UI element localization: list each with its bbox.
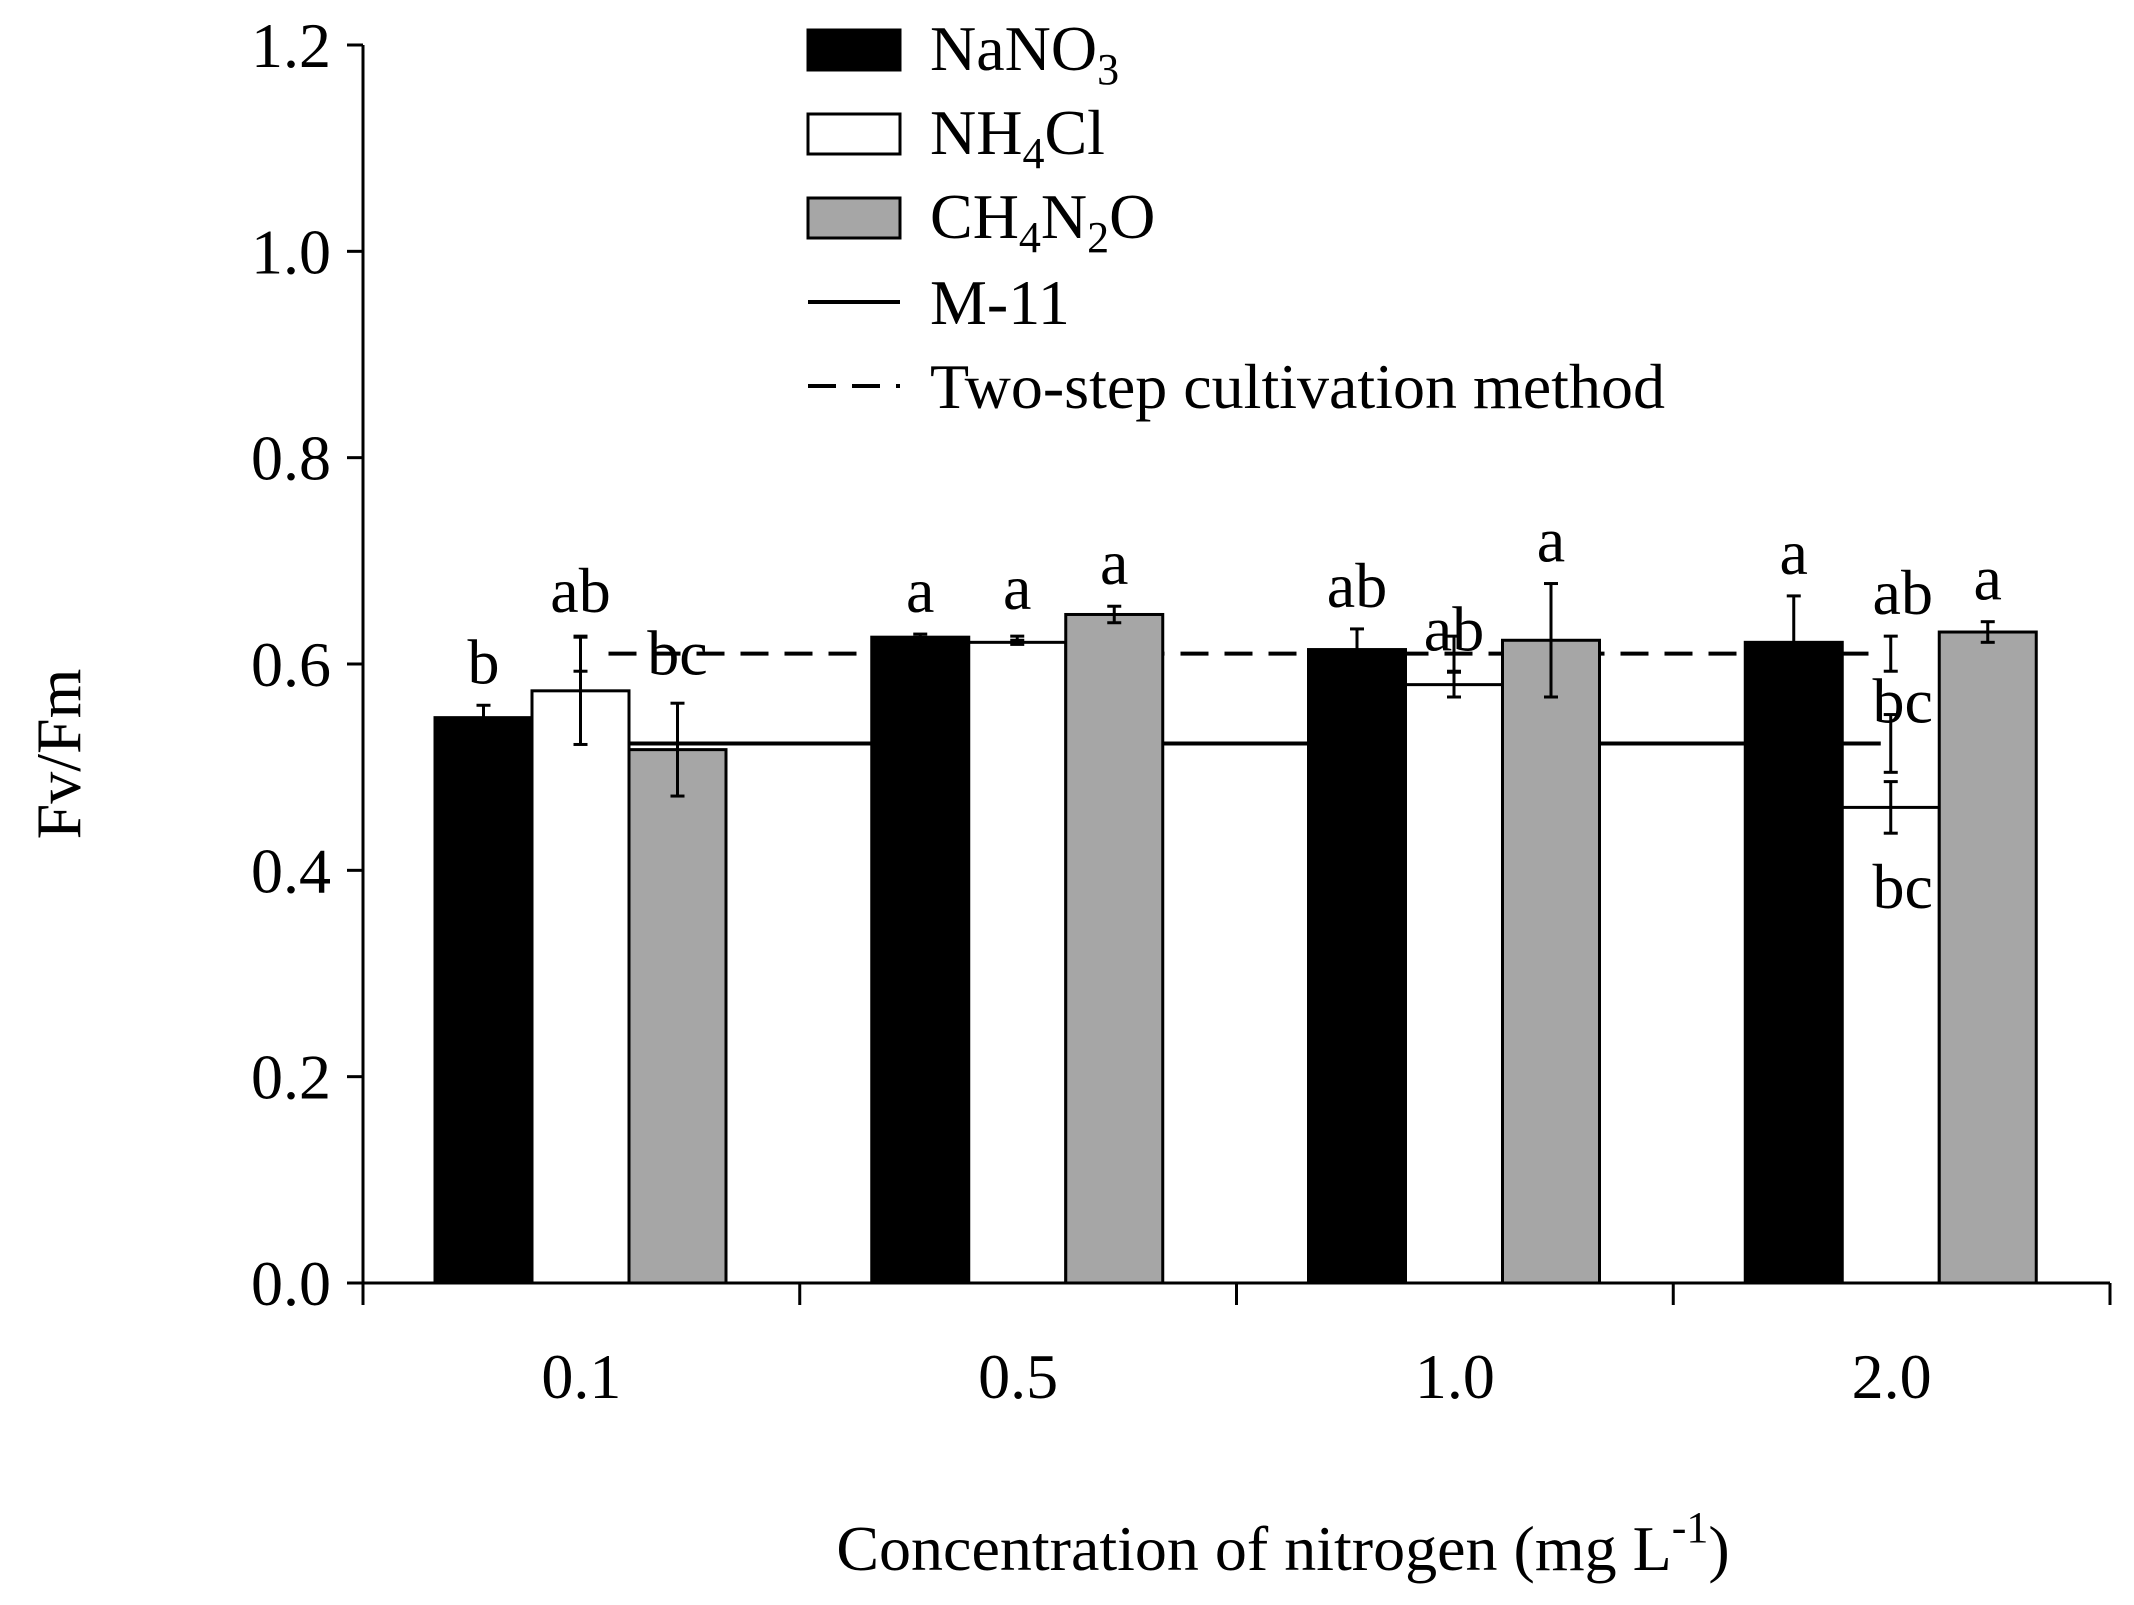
significance-label: a — [1003, 552, 1031, 623]
significance-label: a — [1780, 517, 1808, 588]
y-axis-title: Fv/Fm — [23, 669, 94, 840]
bar-ch4n2o-3 — [1937, 630, 2038, 1285]
significance-label: ab — [1873, 557, 1933, 628]
bar-nano3-3 — [1743, 640, 1844, 1285]
y-tick-label: 1.0 — [251, 216, 331, 287]
significance-label: ab — [1424, 593, 1484, 664]
legend-label-two-step: Two-step cultivation method — [930, 351, 1665, 422]
x-tick-label: 1.0 — [1415, 1341, 1495, 1412]
y-tick-label: 0.8 — [251, 423, 331, 494]
significance-label: bc — [647, 618, 707, 689]
y-tick-label: 0.6 — [251, 629, 331, 700]
legend-swatch-ch4n2o — [806, 196, 902, 240]
x-tick-label: 2.0 — [1852, 1341, 1932, 1412]
significance-label: a — [1537, 505, 1565, 576]
legend-label-m11: M-11 — [930, 267, 1070, 338]
significance-label: ab — [1327, 550, 1387, 621]
bar-ch4n2o-2 — [1501, 638, 1601, 1285]
y-tick-label: 0.4 — [251, 835, 331, 906]
bar-nano3-1 — [870, 635, 971, 1285]
x-tick-label: 0.5 — [978, 1341, 1058, 1412]
legend-label-nh4cl: NH4Cl — [930, 97, 1105, 178]
bar-nano3-0 — [433, 716, 534, 1285]
y-tick-label: 0.0 — [251, 1248, 331, 1319]
x-axis-title: Concentration of nitrogen (mg L-1) — [836, 1503, 1729, 1584]
y-tick-label: 1.2 — [251, 10, 331, 81]
bar-nh4cl-1 — [967, 640, 1068, 1285]
significance-label: a — [1974, 543, 2002, 614]
bar-ch4n2o-1 — [1064, 612, 1165, 1285]
bar-ch4n2o-0 — [627, 748, 728, 1285]
legend-swatch-nano3 — [806, 28, 902, 72]
bar-nh4cl-2 — [1404, 683, 1504, 1285]
bar-nh4cl-0 — [530, 689, 631, 1285]
legend-label-nano3: NaNO3 — [930, 13, 1119, 94]
significance-label: a — [1100, 527, 1128, 598]
legend-swatch-nh4cl — [806, 112, 902, 156]
significance-label: bc — [1873, 666, 1933, 737]
significance-label: b — [468, 626, 500, 697]
y-tick-label: 0.2 — [251, 1042, 331, 1113]
bar-nano3-2 — [1307, 648, 1407, 1285]
significance-label: ab — [550, 555, 610, 626]
legend-label-ch4n2o: CH4N2O — [930, 181, 1155, 262]
significance-label: bc — [1873, 851, 1933, 922]
x-tick-label: 0.1 — [541, 1341, 621, 1412]
significance-label: a — [906, 555, 934, 626]
